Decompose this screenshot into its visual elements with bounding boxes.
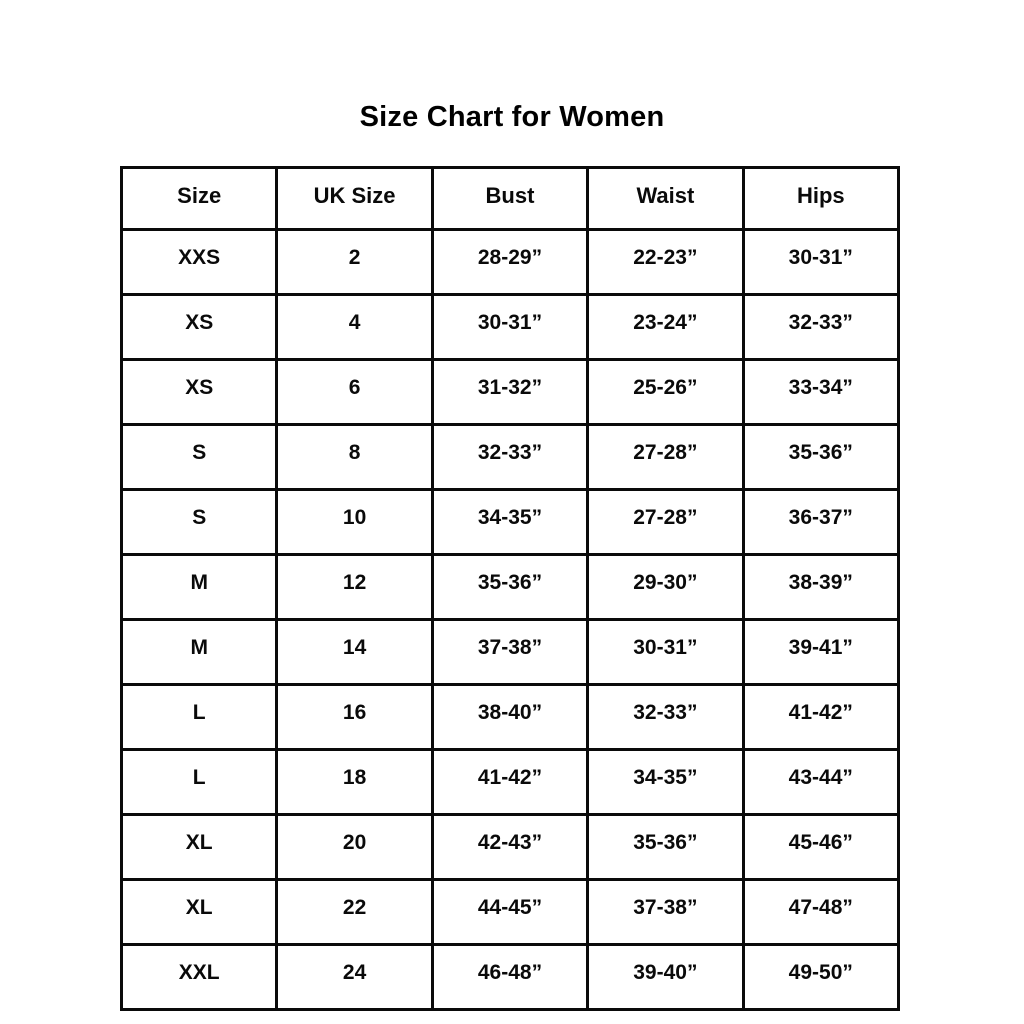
table-cell: 30-31”	[586, 618, 745, 686]
table-cell: XS	[119, 293, 279, 361]
table-cell: 2	[275, 228, 434, 296]
table-cell: 6	[275, 358, 434, 426]
table-cell: XXS	[119, 228, 279, 296]
size-table: Size UK Size Bust Waist Hips XXS 2 28-29” 22-23…	[119, 166, 901, 1011]
table-row: XS 6 31-32” 25-26” 33-34”	[119, 358, 901, 426]
table-cell: 34-35”	[430, 488, 590, 556]
table-cell: 16	[275, 683, 434, 751]
table-cell: 35-36”	[741, 423, 901, 491]
column-header: UK Size	[275, 166, 434, 231]
table-cell: S	[119, 423, 279, 491]
table-row: XXL 24 46-48” 39-40” 49-50”	[119, 943, 901, 1011]
table-cell: 33-34”	[741, 358, 901, 426]
table-cell: 25-26”	[586, 358, 745, 426]
table-cell: 41-42”	[741, 683, 901, 751]
table-cell: 22	[275, 878, 434, 946]
table-cell: 8	[275, 423, 434, 491]
table-cell: M	[119, 553, 279, 621]
table-row: S 8 32-33” 27-28” 35-36”	[119, 423, 901, 491]
table-row: L 18 41-42” 34-35” 43-44”	[119, 748, 901, 816]
table-cell: L	[119, 748, 279, 816]
table-cell: 4	[275, 293, 434, 361]
table-cell: 42-43”	[430, 813, 590, 881]
table-cell: XXL	[119, 943, 279, 1011]
table-cell: 32-33”	[586, 683, 745, 751]
table-cell: 41-42”	[430, 748, 590, 816]
table-row: XL 22 44-45” 37-38” 47-48”	[119, 878, 901, 946]
table-cell: 30-31”	[430, 293, 590, 361]
table-row: S 10 34-35” 27-28” 36-37”	[119, 488, 901, 556]
table-cell: 43-44”	[741, 748, 901, 816]
table-cell: 38-39”	[741, 553, 901, 621]
table-cell: 39-40”	[586, 943, 745, 1011]
table-cell: 10	[275, 488, 434, 556]
table-cell: 32-33”	[741, 293, 901, 361]
table-row: M 12 35-36” 29-30” 38-39”	[119, 553, 901, 621]
table-cell: 45-46”	[741, 813, 901, 881]
table-cell: 35-36”	[430, 553, 590, 621]
table-cell: XS	[119, 358, 279, 426]
table-row: XL 20 42-43” 35-36” 45-46”	[119, 813, 901, 881]
table-cell: M	[119, 618, 279, 686]
table-cell: 49-50”	[741, 943, 901, 1011]
table-cell: 30-31”	[741, 228, 901, 296]
table-body: XXS 2 28-29” 22-23” 30-31” XS 4 30-31” 23-24” 32-…	[119, 228, 901, 1011]
table-cell: 39-41”	[741, 618, 901, 686]
table-cell: 27-28”	[586, 488, 745, 556]
table-row: L 16 38-40” 32-33” 41-42”	[119, 683, 901, 751]
table-cell: 29-30”	[586, 553, 745, 621]
table-row: XS 4 30-31” 23-24” 32-33”	[119, 293, 901, 361]
table-cell: XL	[119, 813, 279, 881]
table-cell: 18	[275, 748, 434, 816]
table-cell: 38-40”	[430, 683, 590, 751]
table-cell: 47-48”	[741, 878, 901, 946]
table-row: XXS 2 28-29” 22-23” 30-31”	[119, 228, 901, 296]
table-cell: 23-24”	[586, 293, 745, 361]
column-header: Bust	[430, 166, 590, 231]
table-cell: 31-32”	[430, 358, 590, 426]
table-cell: S	[119, 488, 279, 556]
table-cell: 37-38”	[430, 618, 590, 686]
column-header: Waist	[586, 166, 745, 231]
table-cell: 35-36”	[586, 813, 745, 881]
table-cell: 27-28”	[586, 423, 745, 491]
table-cell: 44-45”	[430, 878, 590, 946]
table-cell: 20	[275, 813, 434, 881]
table-cell: 36-37”	[741, 488, 901, 556]
table-cell: 28-29”	[430, 228, 590, 296]
table-cell: 24	[275, 943, 434, 1011]
table-head: Size UK Size Bust Waist Hips	[119, 166, 901, 231]
table-cell: 12	[275, 553, 434, 621]
table-cell: 32-33”	[430, 423, 590, 491]
table-header-row: Size UK Size Bust Waist Hips	[119, 166, 901, 231]
table-row: M 14 37-38” 30-31” 39-41”	[119, 618, 901, 686]
table-cell: XL	[119, 878, 279, 946]
column-header: Hips	[741, 166, 901, 231]
table-cell: 46-48”	[430, 943, 590, 1011]
table-cell: 34-35”	[586, 748, 745, 816]
table-cell: 22-23”	[586, 228, 745, 296]
table-cell: L	[119, 683, 279, 751]
table-cell: 14	[275, 618, 434, 686]
column-header: Size	[119, 166, 279, 231]
table-cell: 37-38”	[586, 878, 745, 946]
page-title: Size Chart for Women	[359, 101, 665, 133]
